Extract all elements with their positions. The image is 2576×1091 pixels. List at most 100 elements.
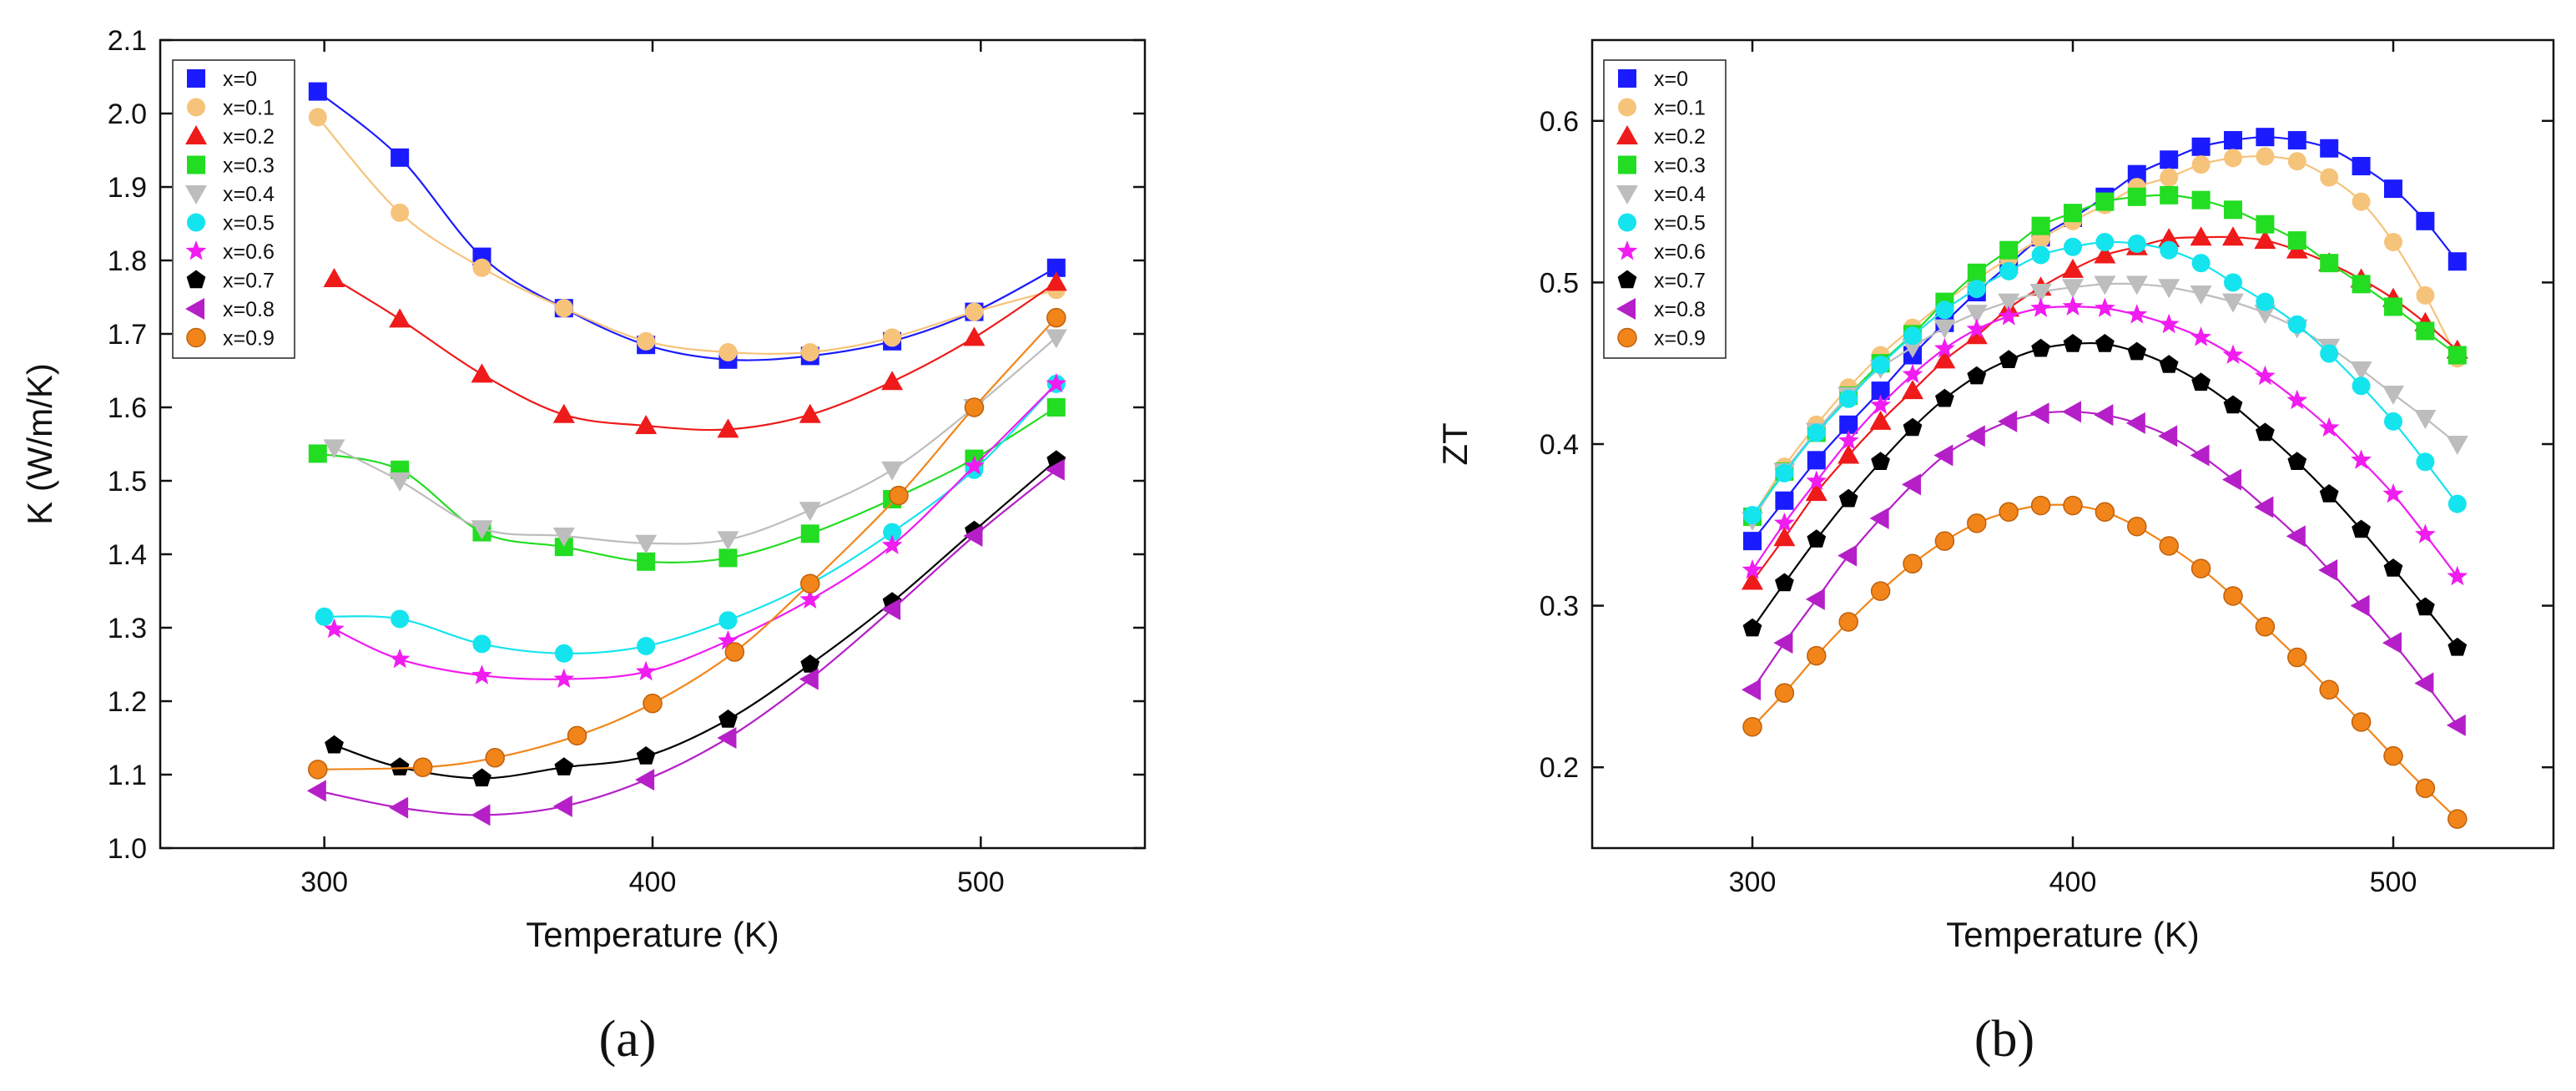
series-line	[334, 336, 1057, 545]
data-point	[799, 588, 821, 609]
data-point	[1967, 513, 1987, 533]
legend: x=0 x=0.1 x=0.2 x=0.3 x=0.4 x=0.5 x=0.6 x=0.7 x=…	[1603, 59, 1727, 359]
data-point	[2224, 131, 2242, 150]
legend-marker	[185, 185, 207, 205]
data-point	[2223, 586, 2243, 606]
data-point	[552, 795, 572, 817]
data-point	[2125, 275, 2148, 295]
data-point	[485, 748, 505, 768]
data-point	[1743, 532, 1762, 551]
data-point	[2158, 425, 2178, 447]
data-point	[963, 326, 986, 346]
data-point	[2222, 468, 2241, 491]
series-x=0.4	[323, 329, 1067, 554]
data-point	[1935, 301, 1954, 320]
data-point	[2320, 254, 2339, 273]
series-x=0.1	[308, 108, 1066, 361]
data-point	[2190, 558, 2211, 578]
data-point	[553, 668, 575, 689]
data-point	[2158, 228, 2180, 248]
data-point	[306, 780, 326, 802]
series-x=0.6	[324, 372, 1067, 689]
data-point	[2127, 341, 2147, 361]
series-x=0.9	[308, 307, 1066, 780]
data-point	[963, 525, 983, 547]
data-point	[1046, 398, 1066, 417]
data-point	[643, 693, 663, 714]
data-point	[2191, 190, 2211, 210]
data-point	[315, 607, 334, 626]
data-point	[717, 418, 739, 438]
x-tick-label: 500	[2370, 866, 2417, 898]
legend-marker	[1616, 185, 1638, 205]
data-point	[1998, 410, 2018, 432]
data-point	[1743, 506, 1762, 525]
legend-label: x=0	[1654, 68, 1688, 91]
data-point	[2382, 483, 2404, 503]
plot-frame	[1590, 38, 2555, 850]
data-point	[800, 343, 819, 361]
data-point	[2223, 395, 2243, 414]
legend-label: x=0.4	[1654, 183, 1706, 206]
data-point	[2351, 449, 2372, 469]
data-point	[718, 629, 739, 650]
legend-label: x=0.5	[223, 212, 275, 235]
data-point	[2030, 297, 2051, 317]
x-tick-label: 500	[957, 866, 1005, 898]
series-x=0.7	[1742, 334, 2468, 656]
legend-label: x=0.1	[1654, 97, 1706, 120]
data-point	[2351, 712, 2372, 732]
legend-marker	[187, 213, 205, 232]
data-point	[412, 757, 433, 777]
data-point	[2063, 334, 2083, 352]
data-point	[2287, 152, 2306, 171]
data-point	[2127, 234, 2146, 253]
data-point	[2256, 147, 2275, 166]
legend-label: x=0.7	[223, 270, 275, 293]
data-point	[1934, 531, 1955, 551]
data-point	[2191, 155, 2211, 174]
data-point	[883, 328, 902, 347]
data-point	[1869, 508, 1889, 530]
data-point	[1933, 319, 1956, 339]
y-tick-label: 1.4	[108, 539, 147, 571]
legend-marker	[1616, 240, 1638, 260]
data-point	[2318, 559, 2338, 582]
data-point	[2031, 216, 2050, 235]
data-point	[2352, 192, 2371, 211]
legend-label: x=0.3	[223, 154, 275, 178]
data-point	[2255, 617, 2276, 637]
legend-marker	[1616, 125, 1638, 144]
data-point	[637, 331, 656, 351]
data-point	[718, 548, 738, 568]
data-point	[472, 258, 492, 277]
data-point	[324, 618, 345, 639]
data-point	[2416, 597, 2435, 616]
data-point	[472, 634, 492, 654]
data-point	[2384, 297, 2402, 316]
data-point	[2320, 139, 2339, 158]
data-point	[1870, 394, 1891, 415]
data-point	[389, 472, 411, 492]
series-line	[334, 459, 1057, 780]
data-point	[2447, 809, 2468, 829]
data-point	[2320, 344, 2339, 363]
y-tick-label: 2.0	[108, 98, 147, 130]
series-x=0	[308, 82, 1066, 369]
data-point	[2160, 168, 2179, 187]
data-point	[1998, 306, 2019, 326]
data-point	[1807, 423, 1826, 442]
series-line	[317, 468, 1057, 816]
data-point	[2095, 192, 2115, 211]
data-point	[2320, 168, 2339, 187]
data-point	[2256, 422, 2275, 442]
data-point	[2191, 372, 2211, 391]
data-point	[1935, 388, 1954, 407]
data-point	[718, 343, 738, 361]
panel-caption: (b)	[1974, 1011, 2034, 1068]
data-point	[391, 203, 410, 222]
data-point	[2127, 516, 2147, 537]
data-point	[2062, 295, 2084, 316]
data-point	[1775, 463, 1794, 482]
data-point	[2447, 494, 2467, 513]
